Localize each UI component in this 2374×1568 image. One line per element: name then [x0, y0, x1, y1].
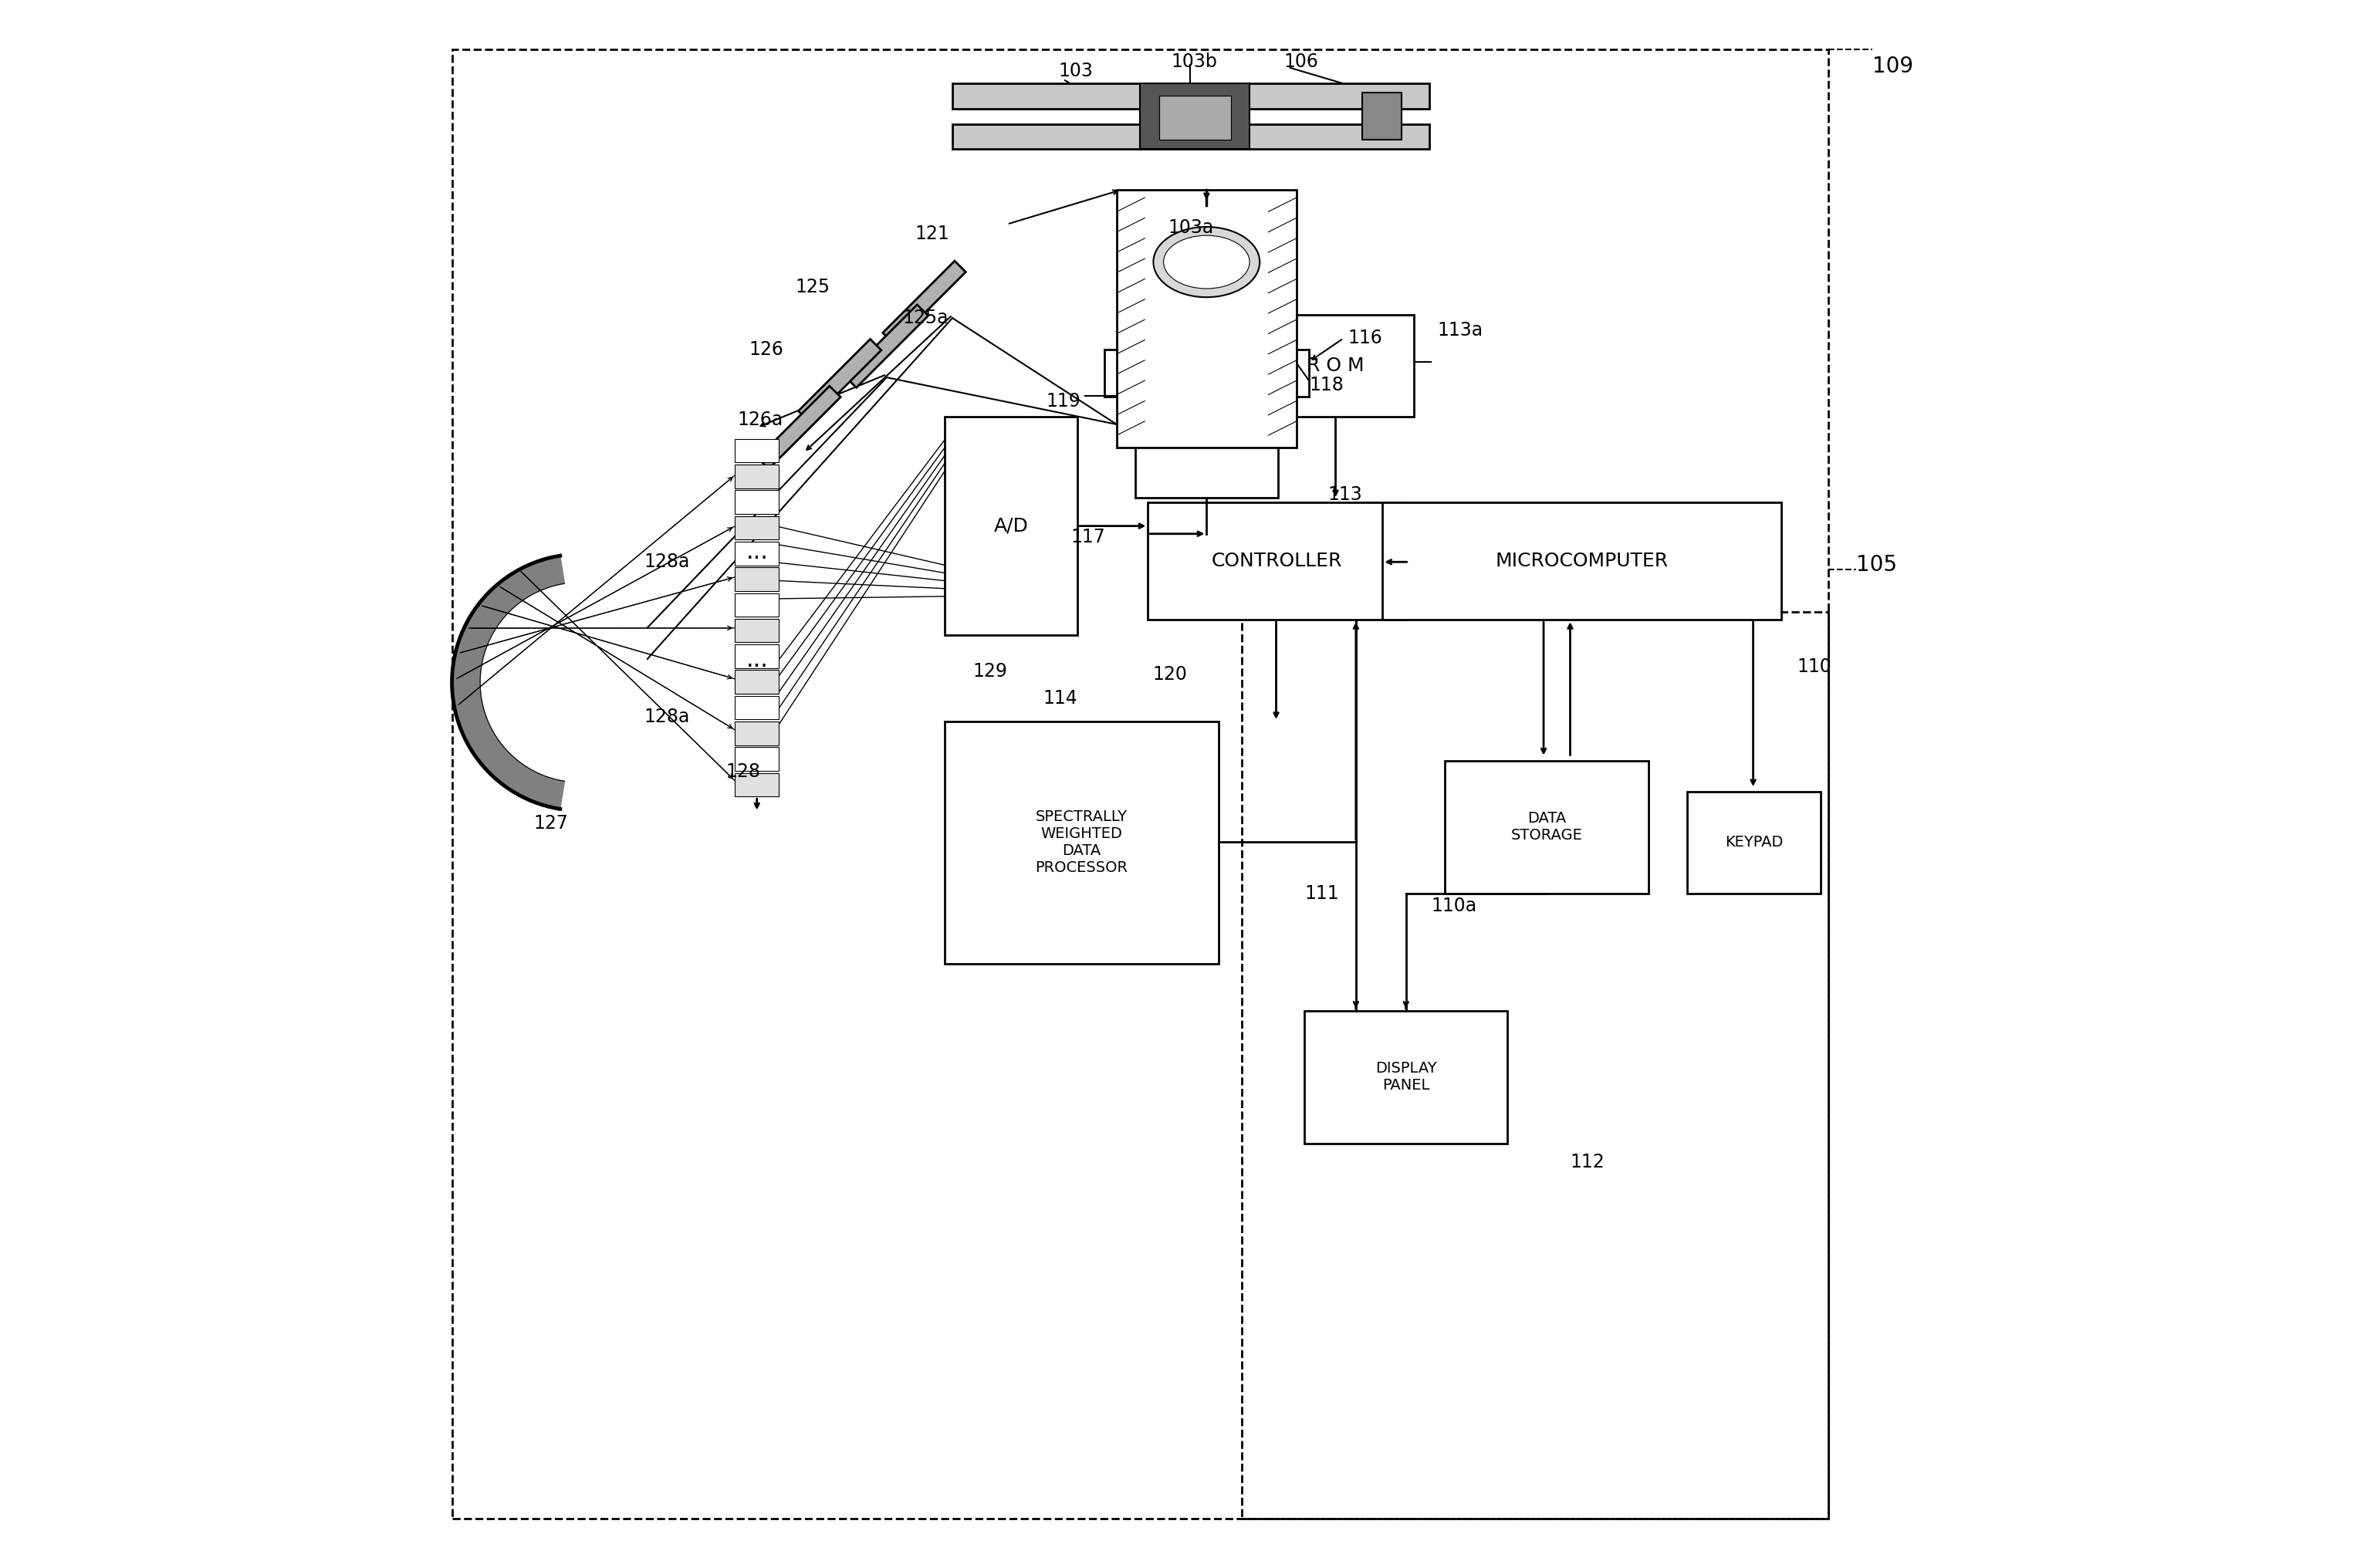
Text: KEYPAD: KEYPAD — [1726, 836, 1783, 850]
Text: 103b: 103b — [1170, 52, 1218, 71]
Text: 117: 117 — [1071, 528, 1106, 546]
Bar — [1303, 1011, 1507, 1143]
Bar — [736, 773, 779, 797]
Text: 105: 105 — [1856, 554, 1897, 575]
Bar — [736, 619, 779, 643]
Text: 110: 110 — [1797, 657, 1830, 676]
Bar — [945, 721, 1218, 964]
Text: 127: 127 — [534, 814, 567, 833]
Bar — [736, 721, 779, 745]
Text: 113a: 113a — [1436, 321, 1484, 340]
Text: 128a: 128a — [643, 707, 691, 726]
Text: R O M: R O M — [1306, 356, 1365, 375]
Text: DISPLAY
PANEL: DISPLAY PANEL — [1375, 1062, 1436, 1093]
Bar — [952, 83, 1429, 108]
Text: CONTROLLER: CONTROLLER — [1211, 552, 1341, 571]
Text: ...: ... — [745, 541, 769, 563]
Bar — [1116, 190, 1296, 448]
Polygon shape — [883, 260, 966, 343]
Text: 112: 112 — [1569, 1152, 1605, 1171]
Bar — [1159, 96, 1230, 140]
Bar — [952, 124, 1429, 149]
Text: 111: 111 — [1303, 884, 1339, 903]
Bar — [1258, 315, 1415, 417]
Text: 128a: 128a — [643, 552, 691, 571]
Bar — [945, 417, 1078, 635]
Bar — [1363, 93, 1401, 140]
Bar — [736, 516, 779, 539]
Bar — [1382, 502, 1780, 619]
Text: 103a: 103a — [1168, 218, 1213, 237]
Bar — [1135, 448, 1277, 499]
Text: DATA
STORAGE: DATA STORAGE — [1510, 811, 1583, 844]
Text: 125a: 125a — [902, 309, 947, 328]
Polygon shape — [451, 555, 565, 809]
Text: 119: 119 — [1047, 392, 1080, 411]
Text: 110a: 110a — [1432, 897, 1477, 916]
Text: SPECTRALLY
WEIGHTED
DATA
PROCESSOR: SPECTRALLY WEIGHTED DATA PROCESSOR — [1035, 809, 1128, 875]
Bar — [736, 568, 779, 591]
Polygon shape — [757, 386, 840, 469]
Polygon shape — [798, 339, 881, 422]
Bar — [451, 49, 1828, 1519]
Bar — [1446, 760, 1648, 894]
Text: 126: 126 — [748, 340, 783, 359]
Text: 125: 125 — [795, 278, 831, 296]
Bar — [736, 464, 779, 488]
Bar — [736, 439, 779, 463]
Bar — [736, 491, 779, 514]
Bar — [1688, 792, 1821, 894]
Polygon shape — [845, 304, 928, 387]
Bar — [1140, 83, 1249, 149]
Text: 113: 113 — [1327, 486, 1363, 503]
Bar — [736, 670, 779, 693]
Bar — [736, 748, 779, 771]
Text: 121: 121 — [914, 224, 950, 243]
Bar — [736, 644, 779, 668]
Text: 103: 103 — [1059, 61, 1094, 80]
Bar — [1242, 612, 1828, 1519]
Text: 120: 120 — [1154, 665, 1187, 684]
Text: 109: 109 — [1873, 55, 1913, 77]
Ellipse shape — [1163, 235, 1249, 289]
Text: MICROCOMPUTER: MICROCOMPUTER — [1496, 552, 1669, 571]
Text: 114: 114 — [1042, 688, 1078, 707]
Bar — [736, 696, 779, 720]
Text: A/D: A/D — [995, 517, 1028, 535]
Text: 129: 129 — [973, 662, 1007, 681]
Text: 118: 118 — [1308, 376, 1344, 395]
Text: 106: 106 — [1284, 52, 1318, 71]
Text: 128: 128 — [726, 762, 760, 781]
Ellipse shape — [1154, 227, 1261, 298]
Text: 116: 116 — [1348, 329, 1382, 348]
Bar — [1149, 502, 1405, 619]
Bar — [736, 541, 779, 566]
Text: 126a: 126a — [738, 411, 783, 430]
Bar — [736, 593, 779, 616]
Text: ...: ... — [745, 649, 769, 671]
